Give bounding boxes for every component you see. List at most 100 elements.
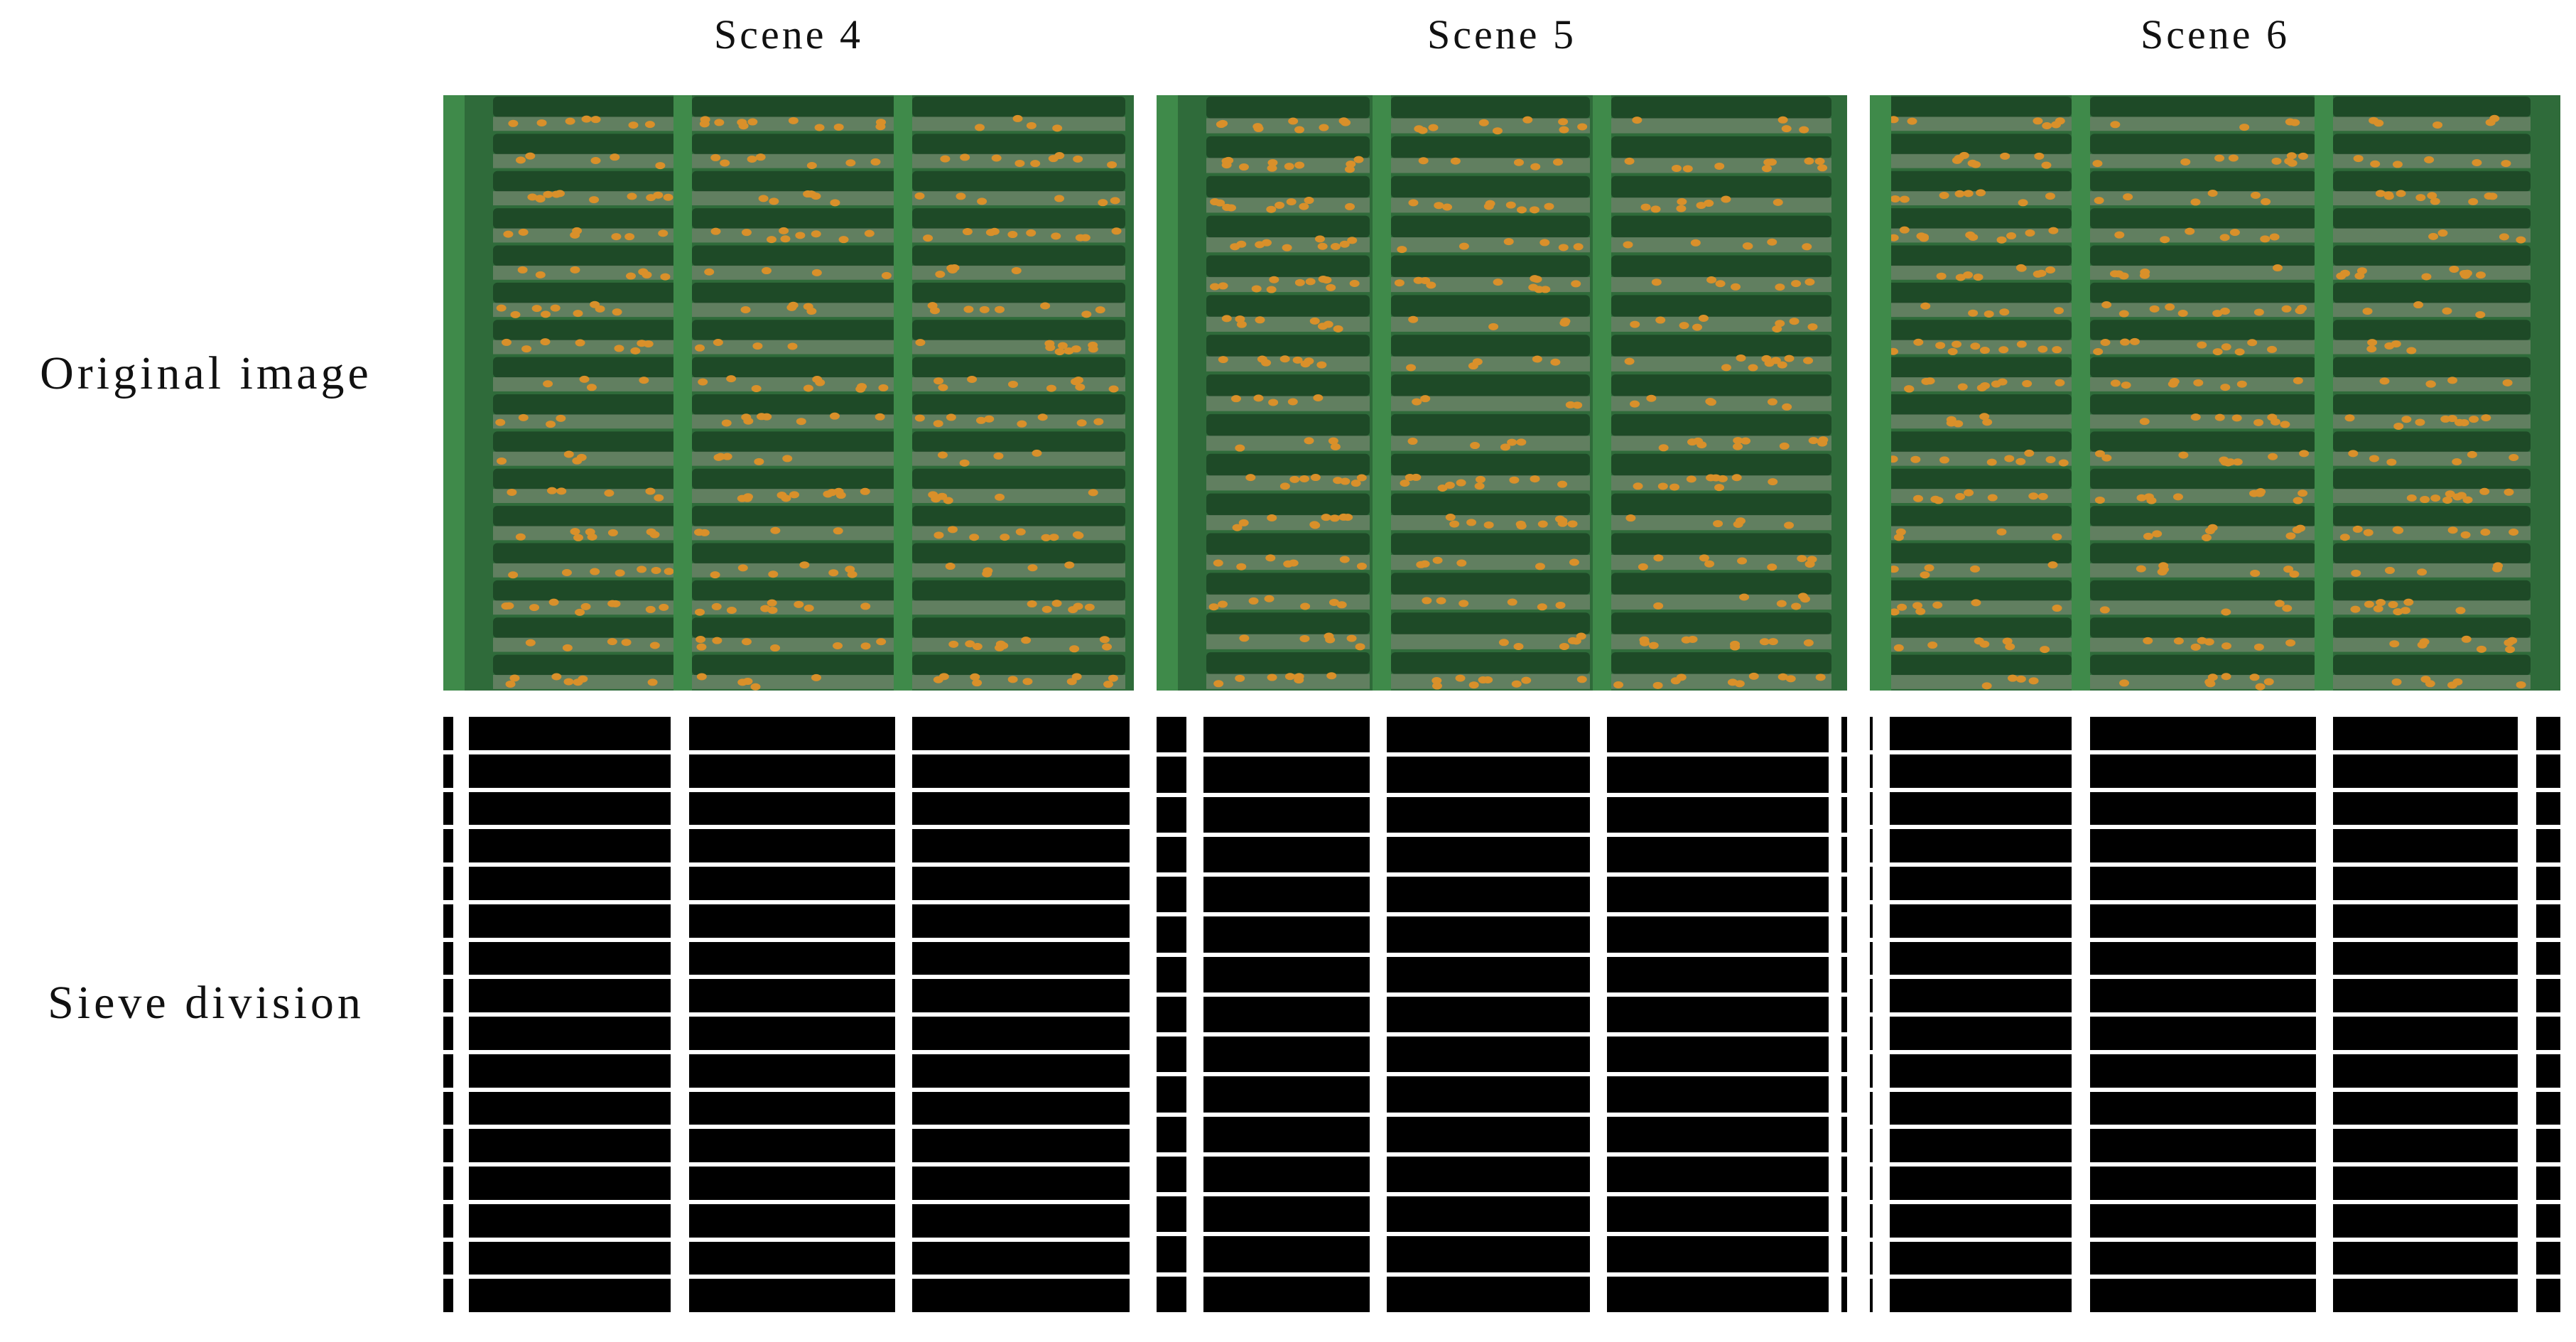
- mask-block: [912, 1204, 1130, 1238]
- mask-block: [2090, 1167, 2316, 1200]
- mask-block: [2090, 717, 2316, 750]
- mask-block: [2536, 1129, 2560, 1162]
- mask-block: [1157, 1076, 1186, 1113]
- mask-block: [443, 1054, 453, 1088]
- mask-block: [443, 1092, 453, 1125]
- mask-block: [1870, 1279, 1873, 1312]
- scene-4-sieve-division-mask: [443, 715, 1134, 1314]
- mask-block: [1870, 1054, 1873, 1088]
- mask-block: [443, 1017, 453, 1050]
- scene-5-sieve-photo: [1157, 95, 1847, 691]
- mask-block: [469, 717, 671, 750]
- mask-block: [1841, 1117, 1847, 1152]
- mask-block: [1203, 1236, 1370, 1272]
- mask-block: [1157, 1037, 1186, 1072]
- mask-block: [1890, 1167, 2072, 1200]
- mask-block: [1890, 717, 2072, 750]
- mask-block: [2090, 1204, 2316, 1238]
- mask-block: [1841, 1157, 1847, 1192]
- mask-block: [912, 867, 1130, 900]
- mask-block: [1157, 916, 1186, 953]
- mask-block: [1841, 717, 1847, 752]
- mask-block: [2090, 1242, 2316, 1275]
- mask-block: [912, 1092, 1130, 1125]
- mask-block: [1387, 997, 1590, 1032]
- mask-block: [912, 717, 1130, 750]
- mask-block: [1157, 997, 1186, 1032]
- mask-block: [2333, 942, 2518, 975]
- mask-block: [689, 867, 895, 900]
- mask-block: [2090, 867, 2316, 900]
- mask-block: [2333, 1054, 2518, 1088]
- mask-block: [443, 754, 453, 788]
- mask-block: [1607, 957, 1829, 992]
- mask-block: [1870, 904, 1873, 938]
- mask-block: [1203, 877, 1370, 912]
- mask-block: [443, 792, 453, 825]
- mask-block: [689, 1017, 895, 1050]
- mask-block: [2090, 942, 2316, 975]
- mask-block: [443, 942, 453, 975]
- mask-block: [2536, 1204, 2560, 1238]
- mask-block: [1157, 717, 1186, 752]
- scene-5-sieve-division-mask: [1157, 715, 1847, 1314]
- mask-block: [1890, 1279, 2072, 1312]
- mask-block: [469, 1054, 671, 1088]
- mask-block: [469, 867, 671, 900]
- mask-block: [1890, 1054, 2072, 1088]
- mask-block: [1870, 829, 1873, 862]
- mask-block: [1203, 957, 1370, 992]
- mask-block: [912, 829, 1130, 862]
- mask-block: [2090, 1054, 2316, 1088]
- mask-block: [1387, 916, 1590, 953]
- mask-block: [689, 792, 895, 825]
- mask-block: [2333, 904, 2518, 938]
- column-label-scene-6: Scene 6: [2141, 11, 2290, 58]
- mask-block: [2333, 1204, 2518, 1238]
- mask-block: [2333, 717, 2518, 750]
- mask-block: [469, 754, 671, 788]
- mask-block: [1203, 837, 1370, 872]
- mask-block: [1607, 1277, 1829, 1312]
- mask-block: [2333, 1129, 2518, 1162]
- mask-block: [2536, 1279, 2560, 1312]
- mask-block: [912, 1054, 1130, 1088]
- mask-block: [1607, 757, 1829, 793]
- mask-block: [443, 1167, 453, 1200]
- mask-block: [912, 942, 1130, 975]
- mask-block: [1607, 717, 1829, 752]
- mask-block: [1387, 797, 1590, 833]
- mask-block: [469, 1092, 671, 1125]
- mask-block: [1890, 942, 2072, 975]
- mask-block: [1890, 1017, 2072, 1050]
- mask-block: [443, 717, 453, 750]
- mask-block: [443, 1129, 453, 1162]
- mask-block: [1870, 1017, 1873, 1050]
- mask-block: [912, 792, 1130, 825]
- mask-block: [1387, 1277, 1590, 1312]
- mask-block: [1841, 797, 1847, 833]
- mask-block: [469, 1017, 671, 1050]
- mask-block: [1157, 1196, 1186, 1232]
- mask-block: [1157, 1277, 1186, 1312]
- mask-block: [1890, 1092, 2072, 1125]
- mask-block: [469, 942, 671, 975]
- mask-block: [2536, 792, 2560, 825]
- mask-block: [1157, 797, 1186, 833]
- mask-block: [912, 904, 1130, 938]
- mask-block: [1870, 979, 1873, 1012]
- mask-block: [1157, 757, 1186, 793]
- mask-block: [469, 792, 671, 825]
- mask-block: [1841, 1277, 1847, 1312]
- scene-6-sieve-photo: [1870, 95, 2560, 691]
- mask-block: [2536, 1017, 2560, 1050]
- column-label-scene-5: Scene 5: [1427, 11, 1576, 58]
- mask-block: [1387, 1037, 1590, 1072]
- mask-block: [1387, 1236, 1590, 1272]
- column-label-scene-4: Scene 4: [714, 11, 863, 58]
- mask-block: [1607, 797, 1829, 833]
- mask-block: [469, 1279, 671, 1312]
- mask-block: [1890, 1204, 2072, 1238]
- mask-block: [2333, 1167, 2518, 1200]
- scene-6-mask-svg: [1870, 715, 2560, 1314]
